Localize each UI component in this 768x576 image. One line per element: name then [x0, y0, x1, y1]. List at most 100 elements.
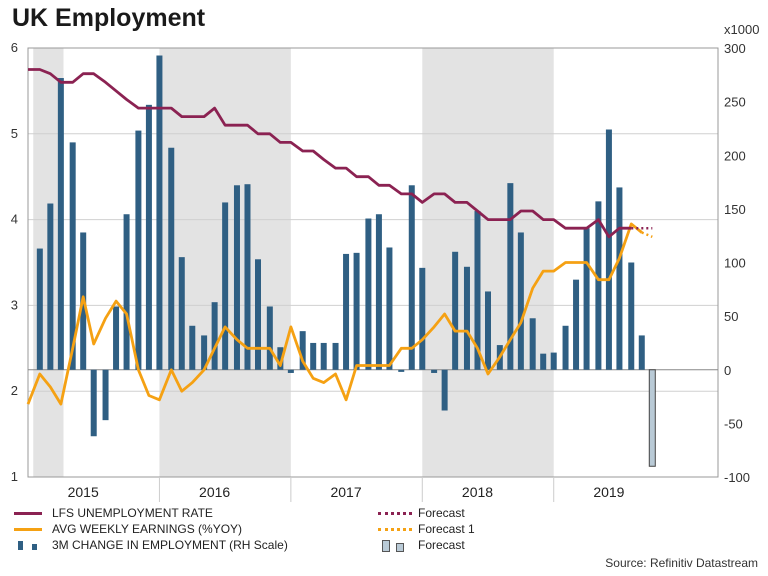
right-tick-0: 0: [724, 363, 731, 378]
employment-bar: [145, 104, 152, 370]
employment-bar: [36, 248, 43, 370]
employment-bar: [452, 251, 459, 370]
left-tick-3: 3: [11, 297, 18, 312]
employment-bar: [398, 369, 405, 372]
right-tick--50: -50: [724, 416, 743, 431]
employment-bar: [628, 262, 635, 370]
legend-earn-forecast-label: Forecast 1: [418, 522, 475, 536]
right-axis-unit: x1000: [724, 22, 760, 37]
year-label-2017: 2017: [330, 484, 361, 500]
legend-earnings-label: AVG WEEKLY EARNINGS (%YOY): [52, 522, 243, 536]
legend-employment: 3M CHANGE IN EMPLOYMENT (RH Scale): [14, 537, 288, 553]
employment-bar: [310, 342, 317, 370]
right-tick-150: 150: [724, 202, 746, 217]
employment-forecast-bar: [648, 369, 656, 467]
right-tick-200: 200: [724, 148, 746, 163]
employment-bar: [47, 203, 54, 370]
right-tick-300: 300: [724, 41, 746, 56]
employment-bar: [135, 130, 142, 370]
left-tick-4: 4: [11, 212, 18, 227]
employment-bar: [343, 253, 350, 370]
employment-bar: [277, 347, 284, 370]
employment-bar: [517, 232, 524, 370]
employment-bar: [616, 187, 623, 370]
unemployment-line: [28, 68, 632, 239]
source-note: Source: Refinitiv Datastream: [605, 556, 758, 570]
right-tick-100: 100: [724, 256, 746, 271]
employment-bar: [463, 266, 470, 370]
employment-bar: [386, 247, 393, 370]
employment-bar: [408, 185, 415, 370]
employment-bar: [69, 142, 76, 370]
employment-bar: [540, 353, 547, 370]
legend-unemployment: LFS UNEMPLOYMENT RATE: [14, 505, 213, 521]
employment-bar: [507, 183, 514, 370]
employment-bar: [595, 201, 602, 370]
employment-bar: [332, 342, 339, 370]
chart-title: UK Employment: [12, 4, 206, 32]
employment-bar: [287, 369, 294, 373]
legend-earnings: AVG WEEKLY EARNINGS (%YOY): [14, 521, 242, 537]
left-tick-6: 6: [11, 40, 18, 55]
employment-bar: [583, 228, 590, 370]
shaded-band-2: [422, 48, 554, 477]
legend-emp-forecast: Forecast: [378, 537, 465, 553]
employment-bar: [441, 369, 448, 411]
left-tick-5: 5: [11, 126, 18, 141]
employment-bar: [156, 55, 163, 370]
emp-forecast-swatch: [378, 540, 412, 553]
employment-bar: [168, 147, 175, 370]
employment-bar: [605, 129, 612, 370]
left-tick-1: 1: [11, 469, 18, 484]
plot-frame: [27, 47, 719, 478]
employment-bar: [638, 335, 645, 370]
earn-forecast-swatch: [378, 528, 412, 532]
employment-bar: [474, 211, 481, 370]
employment-bar: [211, 302, 218, 370]
employment-bar: [353, 252, 360, 370]
unemployment-swatch: [14, 512, 42, 516]
employment-bar: [550, 352, 557, 370]
employment-bar: [365, 218, 372, 370]
employment-bar: [222, 202, 229, 370]
employment-bar: [255, 259, 261, 370]
employment-bar: [419, 267, 426, 370]
employment-bar: [244, 184, 251, 370]
employment-bar: [266, 306, 273, 370]
left-tick-2: 2: [11, 383, 18, 398]
employment-bar: [573, 279, 580, 370]
employment-bar: [113, 306, 120, 370]
earnings-line: [26, 222, 643, 406]
year-label-2016: 2016: [199, 484, 230, 500]
employment-bar: [189, 325, 196, 370]
year-label-2018: 2018: [462, 484, 493, 500]
employment-bar: [431, 369, 438, 373]
employment-bar: [90, 369, 97, 437]
year-label-2015: 2015: [68, 484, 99, 500]
employment-bar: [320, 342, 327, 370]
legend-unemp-forecast: Forecast: [378, 505, 465, 521]
legend-earn-forecast: Forecast 1: [378, 521, 475, 537]
right-tick--100: -100: [724, 470, 750, 485]
right-tick-50: 50: [724, 309, 738, 324]
legend-unemp-forecast-label: Forecast: [418, 506, 465, 520]
right-tick-250: 250: [724, 95, 746, 110]
employment-bar: [375, 214, 382, 370]
year-label-2019: 2019: [593, 484, 624, 500]
earnings-forecast-line: [641, 231, 653, 238]
employment-bar: [299, 331, 306, 370]
employment-bar: [102, 369, 109, 421]
employment-bar: [485, 291, 491, 370]
employment-bar: [178, 257, 185, 370]
unemp-forecast-swatch: [378, 512, 412, 516]
employment-bar: [233, 185, 240, 370]
employment-bar: [57, 78, 64, 370]
legend-employment-label: 3M CHANGE IN EMPLOYMENT (RH Scale): [52, 538, 288, 552]
earnings-swatch: [14, 528, 42, 532]
employment-bar: [529, 318, 536, 370]
legend-emp-forecast-label: Forecast: [418, 538, 465, 552]
legend-unemployment-label: LFS UNEMPLOYMENT RATE: [52, 506, 213, 520]
employment-bar: [123, 214, 130, 370]
employment-bar: [201, 335, 208, 370]
